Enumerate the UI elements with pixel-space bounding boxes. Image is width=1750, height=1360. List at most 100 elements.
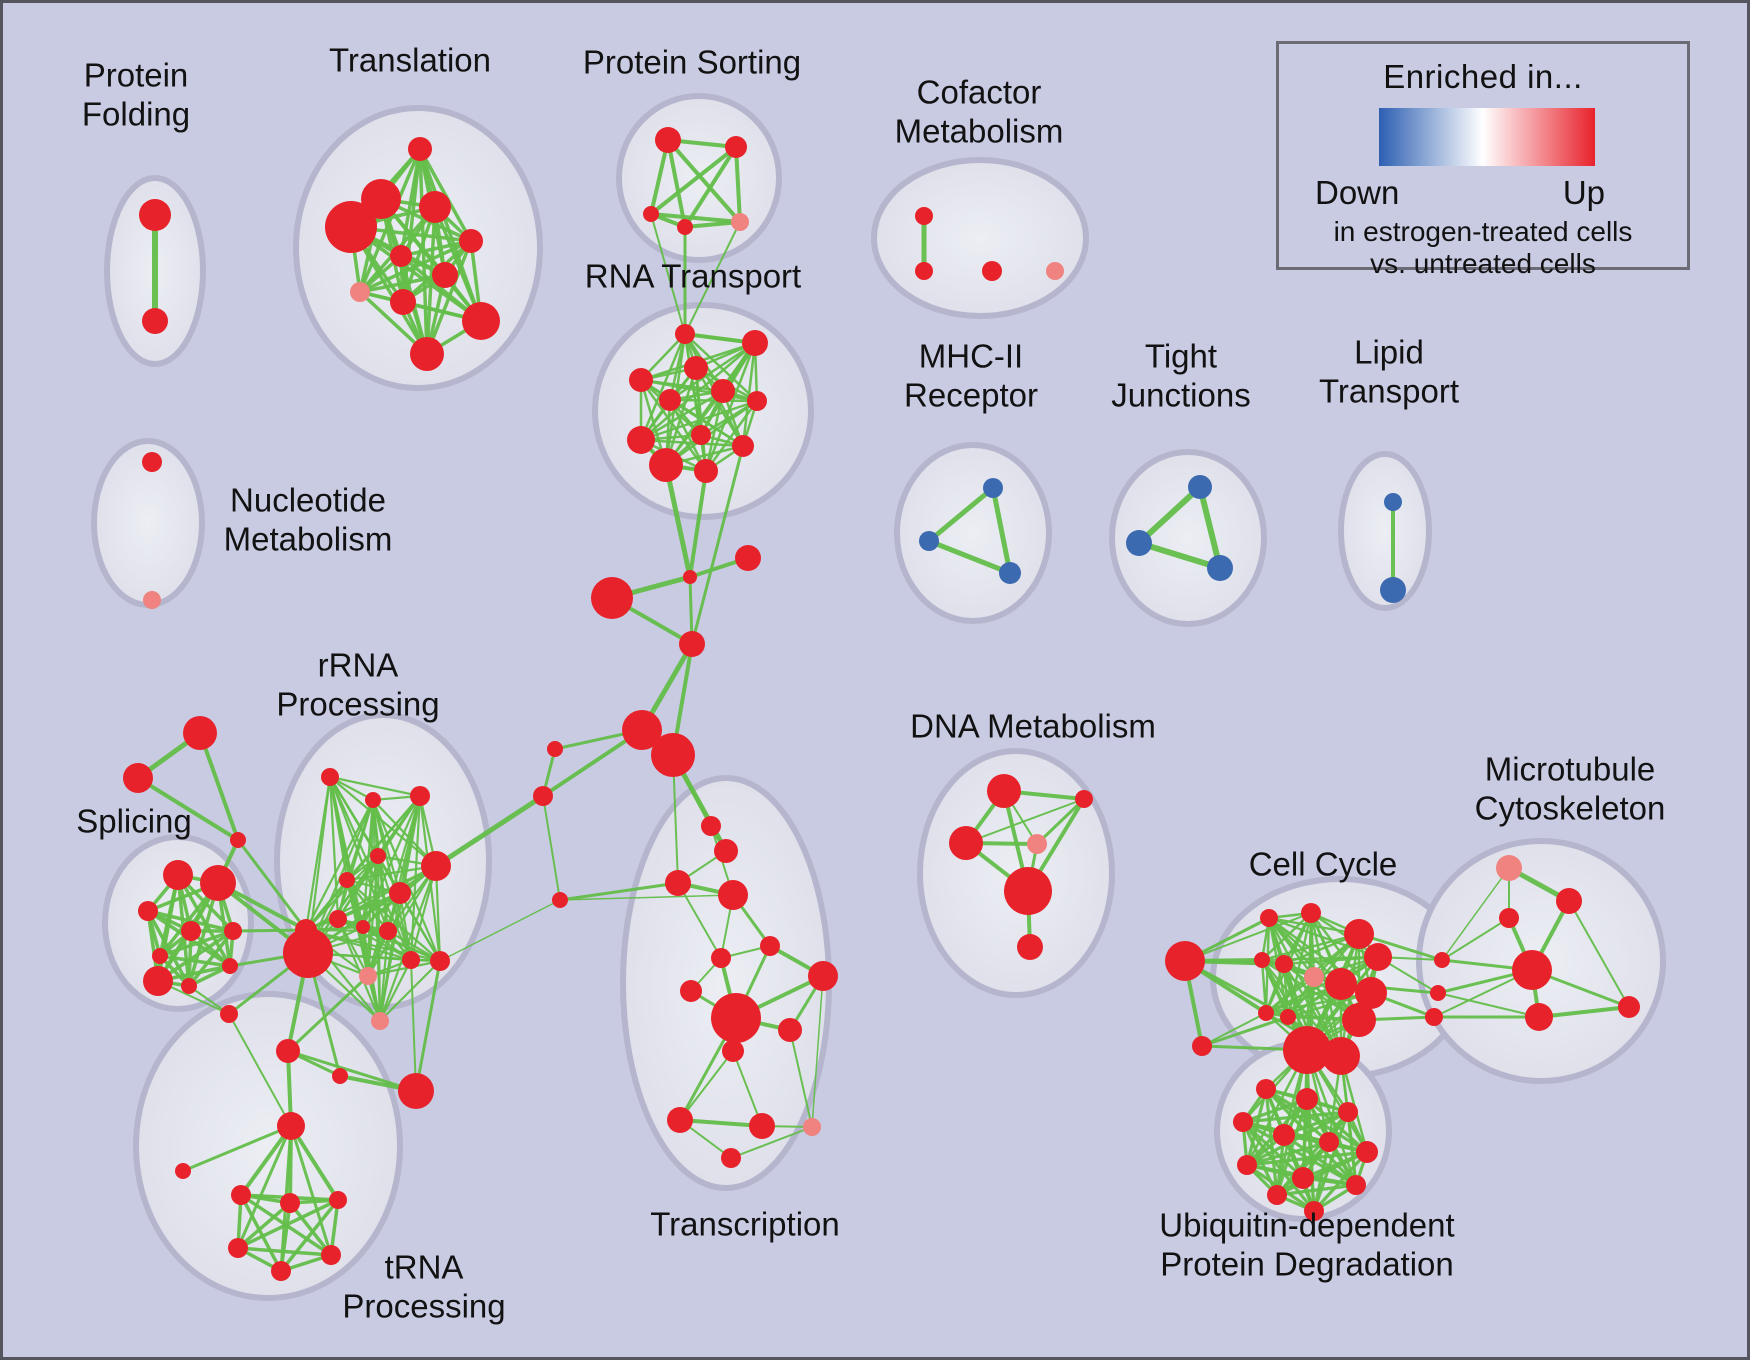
gene-set-node-trna-7[interactable] (321, 1245, 341, 1265)
gene-set-node-cc-1[interactable] (1192, 1036, 1212, 1056)
gene-set-node-cm-2[interactable] (982, 261, 1002, 281)
gene-set-node-cc-11[interactable] (1258, 1005, 1274, 1021)
gene-set-node-tx-14[interactable] (721, 1148, 741, 1168)
gene-set-node-tr-1[interactable] (361, 179, 401, 219)
gene-set-node-rr-15[interactable] (371, 1012, 389, 1030)
gene-set-node-ub-1[interactable] (1296, 1088, 1318, 1110)
gene-set-node-cc-8[interactable] (1304, 967, 1324, 987)
gene-set-node-cm-1[interactable] (915, 262, 933, 280)
gene-set-node-tr-7[interactable] (350, 282, 370, 302)
gene-set-node-trna-4[interactable] (329, 1191, 347, 1209)
gene-set-node-mhc-2[interactable] (999, 562, 1021, 584)
gene-set-node-rr-12[interactable] (402, 951, 420, 969)
gene-set-node-tx-13[interactable] (803, 1118, 821, 1136)
gene-set-node-tx-5[interactable] (760, 936, 780, 956)
gene-set-node-ub-3[interactable] (1233, 1112, 1253, 1132)
gene-set-node-pf-1[interactable] (142, 308, 168, 334)
gene-set-node-nm-1[interactable] (143, 591, 161, 609)
gene-set-node-mt-4[interactable] (1525, 1003, 1553, 1031)
gene-set-node-rr-9[interactable] (379, 922, 397, 940)
gene-set-node-rt-10[interactable] (649, 448, 683, 482)
gene-set-node-free-9[interactable] (398, 1073, 434, 1109)
gene-set-node-tx-7[interactable] (680, 980, 702, 1002)
gene-set-node-cc-19[interactable] (1425, 1008, 1443, 1026)
gene-set-node-cc-10[interactable] (1355, 977, 1387, 1009)
gene-set-node-tx-8[interactable] (711, 993, 761, 1043)
gene-set-node-sp-2[interactable] (138, 901, 158, 921)
gene-set-node-trna-3[interactable] (280, 1193, 300, 1213)
gene-set-node-pf-0[interactable] (139, 199, 171, 231)
gene-set-node-cc-12[interactable] (1280, 1009, 1296, 1025)
gene-set-node-trna-5[interactable] (228, 1238, 248, 1258)
gene-set-node-cc-5[interactable] (1364, 943, 1392, 971)
gene-set-node-sp-1[interactable] (200, 865, 236, 901)
gene-set-node-cc-13[interactable] (1342, 1003, 1376, 1037)
gene-set-node-dna-2[interactable] (1027, 834, 1047, 854)
gene-set-node-rr-6[interactable] (421, 851, 451, 881)
gene-set-node-tr-10[interactable] (410, 337, 444, 371)
gene-set-node-tr-2[interactable] (325, 201, 377, 253)
gene-set-node-sp-3[interactable] (181, 921, 201, 941)
gene-set-node-rr-11[interactable] (359, 967, 377, 985)
gene-set-node-rt-8[interactable] (627, 426, 655, 454)
gene-set-node-mhc-0[interactable] (983, 478, 1003, 498)
gene-set-node-mt-3[interactable] (1512, 950, 1552, 990)
gene-set-node-nm-0[interactable] (142, 452, 162, 472)
gene-set-node-trna-1[interactable] (175, 1163, 191, 1179)
gene-set-node-trna-0[interactable] (277, 1112, 305, 1140)
gene-set-node-ub-0[interactable] (1256, 1079, 1276, 1099)
gene-set-node-ps-4[interactable] (731, 213, 749, 231)
gene-set-node-tx-3[interactable] (718, 880, 748, 910)
gene-set-node-cc-2[interactable] (1260, 909, 1278, 927)
gene-set-node-cc-15[interactable] (1283, 1026, 1331, 1074)
gene-set-node-rt-0[interactable] (675, 324, 695, 344)
gene-set-node-cc-9[interactable] (1325, 968, 1357, 1000)
gene-set-node-rt-6[interactable] (747, 391, 767, 411)
gene-set-node-sp-6[interactable] (143, 966, 173, 996)
gene-set-node-ub-11[interactable] (1304, 1201, 1324, 1221)
gene-set-node-ps-1[interactable] (725, 136, 747, 158)
gene-set-node-mhc-1[interactable] (919, 531, 939, 551)
gene-set-node-rt-5[interactable] (711, 379, 735, 403)
gene-set-node-ps-3[interactable] (677, 219, 693, 235)
gene-set-node-rt-7[interactable] (691, 425, 711, 445)
gene-set-node-rr-8[interactable] (356, 920, 370, 934)
gene-set-node-tr-3[interactable] (419, 191, 451, 223)
gene-set-node-cm-3[interactable] (1046, 262, 1064, 280)
gene-set-node-rr-7[interactable] (329, 910, 347, 928)
gene-set-node-lt-0[interactable] (1384, 493, 1402, 511)
gene-set-node-rr-2[interactable] (410, 786, 430, 806)
gene-set-node-rt-3[interactable] (629, 368, 653, 392)
gene-set-node-cc-18[interactable] (1430, 985, 1446, 1001)
gene-set-node-dna-4[interactable] (1004, 867, 1052, 915)
gene-set-node-rr-4[interactable] (339, 872, 355, 888)
gene-set-node-free-11[interactable] (123, 763, 153, 793)
gene-set-node-cc-6[interactable] (1254, 952, 1270, 968)
gene-set-node-dna-5[interactable] (1017, 934, 1043, 960)
gene-set-node-rt-4[interactable] (659, 389, 681, 411)
gene-set-node-ub-10[interactable] (1346, 1175, 1366, 1195)
gene-set-node-trna-9[interactable] (276, 1039, 300, 1063)
gene-set-node-dna-1[interactable] (949, 826, 983, 860)
gene-set-node-lt-1[interactable] (1380, 577, 1406, 603)
gene-set-node-ps-0[interactable] (655, 127, 681, 153)
gene-set-node-rr-3[interactable] (370, 848, 386, 864)
gene-set-node-free-5[interactable] (651, 733, 695, 777)
gene-set-node-mt-1[interactable] (1556, 888, 1582, 914)
gene-set-node-sp-4[interactable] (224, 922, 242, 940)
gene-set-node-tr-8[interactable] (390, 289, 416, 315)
gene-set-node-tr-4[interactable] (459, 229, 483, 253)
gene-set-node-cc-17[interactable] (1434, 952, 1450, 968)
gene-set-node-rr-0[interactable] (321, 768, 339, 786)
gene-set-node-tj-0[interactable] (1188, 475, 1212, 499)
gene-set-node-trna-10[interactable] (332, 1068, 348, 1084)
gene-set-node-cm-0[interactable] (915, 207, 933, 225)
gene-set-node-trna-8[interactable] (220, 1005, 238, 1023)
gene-set-node-ub-6[interactable] (1356, 1141, 1378, 1163)
gene-set-node-sp-8[interactable] (222, 958, 238, 974)
gene-set-node-rt-9[interactable] (732, 435, 754, 457)
gene-set-node-cc-16[interactable] (1322, 1037, 1360, 1075)
gene-set-node-ps-2[interactable] (643, 206, 659, 222)
gene-set-node-free-2[interactable] (735, 545, 761, 571)
gene-set-node-tr-0[interactable] (408, 137, 432, 161)
